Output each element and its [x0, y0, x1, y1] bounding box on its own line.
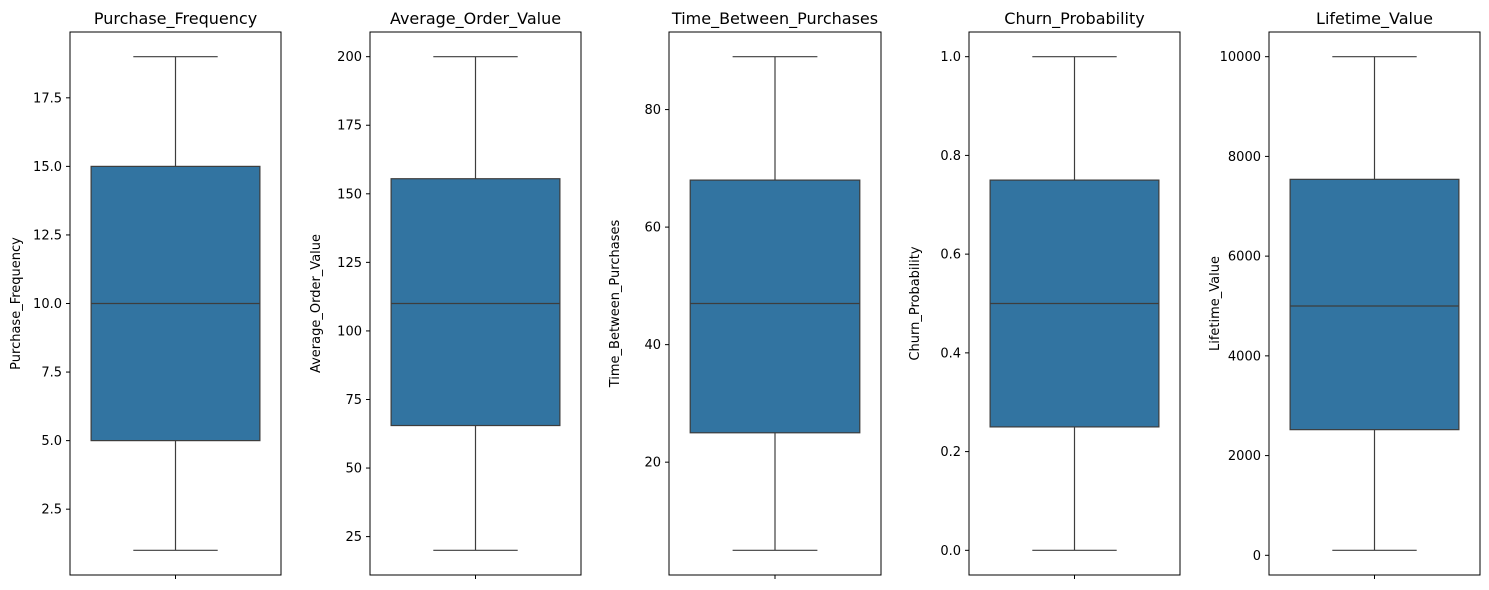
axes-frame [668, 31, 882, 576]
panel-title: Churn_Probability [1004, 9, 1144, 29]
y-tick-label: 2000 [1228, 449, 1261, 464]
y-tick-label: 15.0 [33, 160, 62, 175]
panel-title: Average_Order_Value [390, 9, 561, 29]
y-tick-label: 60 [644, 221, 661, 236]
panel-2: Average_Order_Value Average_Order_Value 25… [309, 9, 582, 579]
y-axis-label: Churn_Probability [908, 246, 923, 360]
iqr-box [689, 179, 861, 434]
panel-title: Purchase_Frequency [94, 9, 257, 29]
axes-frame [968, 31, 1181, 576]
y-axis-label: Time_Between_Purchases [608, 220, 623, 389]
y-tick-label: 1.0 [940, 50, 961, 65]
y-tick-label: 0.0 [940, 544, 961, 559]
y-tick-label: 0.8 [940, 149, 961, 164]
y-tick-label: 10.0 [33, 297, 62, 312]
y-tick-label: 20 [644, 456, 661, 471]
y-tick-label: 0.2 [940, 445, 961, 460]
y-tick-label: 200 [337, 50, 362, 65]
y-tick-label: 8000 [1228, 150, 1261, 165]
y-tick-label: 80 [644, 103, 661, 118]
axes-frame [1268, 31, 1481, 576]
y-tick-label: 50 [345, 462, 362, 477]
y-tick-label: 25 [345, 530, 362, 545]
panel-5: Lifetime_Value Lifetime_Value 0 2000 4000 600… [1208, 9, 1481, 579]
y-tick-label: 40 [644, 338, 661, 353]
y-tick-label: 125 [337, 256, 362, 271]
y-tick-label: 4000 [1228, 349, 1261, 364]
y-tick-label: 2.5 [41, 503, 62, 518]
y-axis-label: Lifetime_Value [1208, 256, 1223, 351]
y-tick-label: 7.5 [41, 366, 62, 381]
iqr-box [390, 178, 561, 427]
axes-frame [69, 31, 282, 576]
y-tick-label: 6000 [1228, 250, 1261, 265]
axes-frame [369, 31, 582, 576]
panel-3: Time_Between_Purchases Time_Between_Purch… [608, 9, 882, 579]
panel-title: Time_Between_Purchases [671, 9, 878, 29]
panel-title: Lifetime_Value [1316, 9, 1433, 29]
y-tick-label: 0.6 [940, 248, 961, 263]
y-tick-label: 10000 [1220, 50, 1261, 65]
y-tick-label: 150 [337, 187, 362, 202]
y-tick-label: 175 [337, 119, 362, 134]
panel-4: Churn_Probability Churn_Probability 0.0 0.2… [908, 9, 1181, 579]
iqr-box [1289, 178, 1460, 431]
y-tick-label: 5.0 [41, 434, 62, 449]
y-tick-label: 75 [345, 393, 362, 408]
y-tick-label: 100 [337, 324, 362, 339]
y-tick-label: 0 [1253, 549, 1261, 564]
y-tick-label: 17.5 [33, 91, 62, 106]
y-axis-label: Average_Order_Value [309, 234, 324, 373]
y-axis-label: Purchase_Frequency [9, 237, 24, 370]
panel-1: Purchase_Frequency Purchase_Frequency 2.5 5… [9, 9, 282, 579]
y-tick-label: 12.5 [33, 228, 62, 243]
y-tick-label: 0.4 [940, 346, 961, 361]
